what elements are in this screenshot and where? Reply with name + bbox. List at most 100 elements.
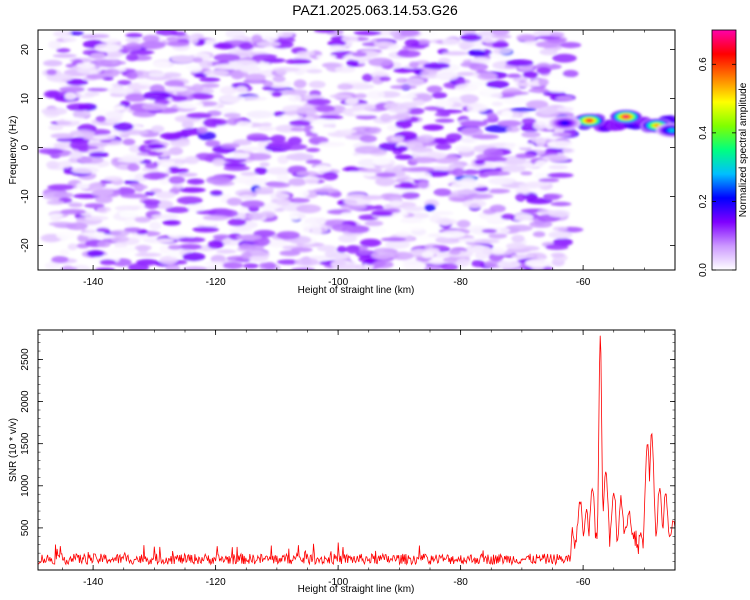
heatmap-blob [434, 112, 450, 117]
x-tick-label: -100 [328, 277, 348, 288]
heatmap-blob [362, 171, 376, 177]
heatmap-blob [471, 134, 500, 140]
heatmap-blob [205, 176, 232, 185]
heatmap-blob [460, 127, 484, 137]
heatmap-blob [537, 106, 558, 115]
heatmap-blob [395, 231, 411, 237]
heatmap-blob [142, 199, 161, 206]
heatmap-blob [501, 155, 527, 165]
heatmap-blob [165, 264, 181, 270]
heatmap-blob [125, 37, 142, 43]
heatmap-blob [254, 167, 268, 175]
heatmap-blob [259, 210, 276, 218]
heatmap-blob [259, 162, 270, 167]
heatmap-blob [303, 175, 319, 185]
heatmap-blob [143, 91, 171, 101]
heatmap-blob [68, 202, 84, 208]
heatmap-blob [362, 73, 373, 82]
heatmap-blob [505, 224, 533, 232]
heatmap-blob [471, 260, 485, 268]
heatmap-blob [380, 237, 407, 242]
heatmap-blob [88, 182, 103, 190]
heatmap-blob [134, 244, 152, 251]
heatmap-blob [271, 91, 283, 97]
heatmap-blob [359, 134, 377, 143]
heatmap-blob [311, 226, 323, 236]
heatmap-blob [314, 30, 336, 33]
heatmap-blob [399, 181, 414, 189]
heatmap-blob [81, 231, 106, 237]
heatmap-blob [459, 94, 479, 104]
heatmap-blob [503, 96, 528, 105]
heatmap-blob [41, 107, 68, 116]
heatmap-blob [503, 142, 515, 151]
heatmap-blob [76, 67, 102, 74]
heatmap-blob [244, 153, 272, 161]
heatmap-blob [46, 200, 65, 205]
heatmap-blob [256, 41, 281, 47]
colorbar-tick-label: 0.0 [698, 263, 709, 277]
heatmap-blob [491, 30, 510, 36]
heatmap-blob [484, 124, 513, 133]
heatmap-blob [314, 164, 332, 172]
heatmap-blob [46, 69, 57, 76]
heatmap-cells [38, 30, 675, 270]
heatmap-blob [506, 126, 520, 133]
heatmap-blob [474, 159, 485, 165]
heatmap-blob [228, 228, 253, 233]
heatmap-blob [435, 71, 459, 81]
heatmap-blob [361, 195, 385, 200]
heatmap-blob [352, 103, 377, 111]
heatmap-blob [368, 227, 387, 235]
heatmap-blob [77, 156, 104, 164]
x-tick-label: -60 [576, 277, 591, 288]
heatmap-blob [371, 210, 393, 217]
heatmap-blob [120, 193, 149, 199]
heatmap-blob [262, 80, 274, 87]
heatmap-blob [451, 189, 480, 195]
heatmap-blob [246, 133, 269, 141]
heatmap-blob [418, 31, 439, 37]
heatmap-blob [298, 189, 310, 197]
heatmap-blob [184, 156, 200, 165]
heatmap-blob [368, 187, 382, 195]
heatmap-blob [144, 162, 158, 169]
heatmap-blob [456, 71, 477, 76]
heatmap-blob [428, 258, 446, 265]
heatmap-blob [525, 258, 551, 268]
heatmap-blob [501, 91, 530, 96]
heatmap-blob [53, 30, 72, 37]
colorbar-tick-label: 0.6 [698, 57, 709, 71]
heatmap-blob [528, 88, 549, 94]
heatmap-blob [329, 44, 347, 52]
heatmap-blob [141, 103, 168, 111]
heatmap-blob [547, 140, 575, 149]
heatmap-blob [72, 109, 91, 118]
heatmap-blob [305, 159, 322, 164]
heatmap-blob [345, 98, 359, 105]
heatmap-blob [192, 226, 219, 233]
heatmap-blob [240, 200, 265, 209]
y-tick-label: 0 [20, 144, 31, 150]
heatmap-blob [485, 80, 510, 89]
y-tick-label: -20 [20, 238, 31, 253]
heatmap-blob [122, 138, 136, 146]
heatmap-blob [269, 192, 290, 200]
heatmap-blob [118, 210, 138, 218]
heatmap-blob [276, 199, 290, 207]
snr-frame [37, 329, 676, 571]
heatmap-blob [287, 197, 310, 204]
heatmap-blob [276, 173, 289, 183]
heatmap-blob [241, 96, 268, 101]
heatmap-blob [164, 80, 185, 87]
heatmap-blob [434, 118, 455, 123]
heatmap-blob [110, 235, 130, 243]
heatmap-blob [186, 112, 212, 119]
heatmap-blob [255, 186, 274, 193]
heatmap-blob [187, 64, 203, 73]
heatmap-blob [125, 42, 142, 52]
heatmap-blob [135, 184, 148, 190]
heatmap-blob [324, 250, 339, 258]
heatmap-blob [455, 145, 474, 153]
